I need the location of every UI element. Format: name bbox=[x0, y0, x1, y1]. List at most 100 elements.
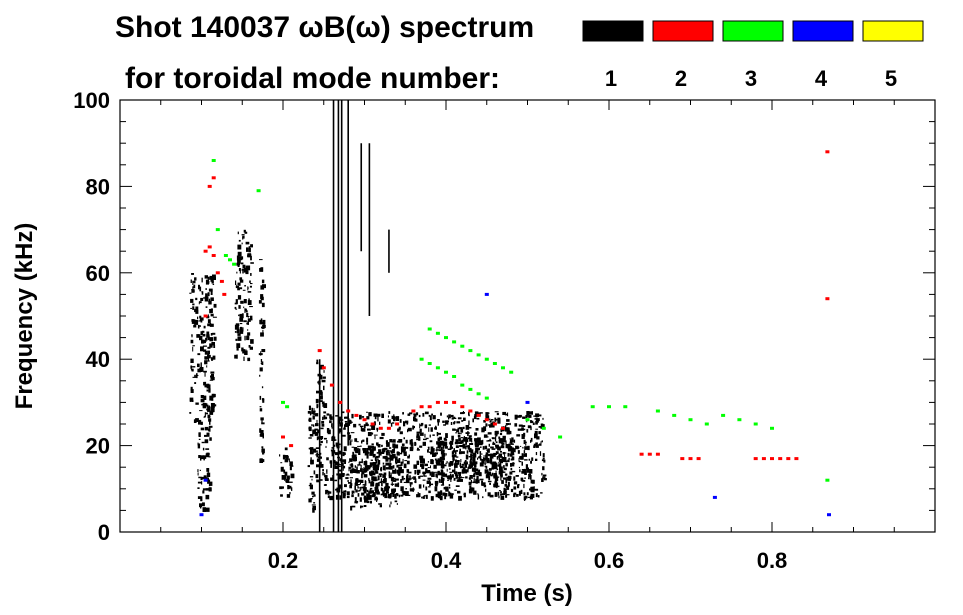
spectral-mark bbox=[524, 446, 528, 450]
spectral-mark bbox=[393, 488, 396, 492]
spectral-mark bbox=[428, 490, 431, 494]
spectral-mark bbox=[527, 413, 529, 418]
spectral-mark bbox=[208, 428, 210, 432]
spectral-mark bbox=[366, 454, 369, 459]
spectral-mark bbox=[199, 503, 202, 508]
spectral-mark bbox=[460, 476, 462, 478]
spectral-mark bbox=[391, 488, 396, 494]
spectral-mark bbox=[353, 458, 357, 462]
spectral-mark bbox=[390, 476, 394, 482]
spectral-mark bbox=[370, 481, 375, 487]
spectral-mark bbox=[458, 438, 461, 442]
spectral-mark bbox=[344, 424, 346, 429]
spectral-mark bbox=[375, 464, 380, 469]
spectral-mark bbox=[454, 441, 459, 445]
spectral-mark bbox=[519, 415, 522, 418]
spectral-mark bbox=[420, 422, 424, 426]
spectral-mark bbox=[387, 457, 391, 460]
spectral-point bbox=[825, 478, 830, 482]
spectral-mark bbox=[470, 462, 475, 466]
spectral-point bbox=[825, 150, 830, 154]
spectral-mark bbox=[213, 344, 216, 348]
spectral-mark bbox=[417, 492, 419, 495]
spectral-point bbox=[285, 405, 290, 409]
spectral-mark bbox=[378, 460, 381, 465]
spectral-mark bbox=[206, 408, 208, 411]
spectral-mark bbox=[360, 505, 362, 509]
spectral-mark bbox=[372, 453, 376, 458]
spectral-mark bbox=[237, 244, 242, 250]
spectral-mark bbox=[363, 448, 367, 453]
spectral-mark bbox=[451, 451, 455, 455]
spectral-mark bbox=[209, 275, 214, 280]
spectral-mark bbox=[542, 417, 544, 420]
spectral-mark bbox=[477, 493, 479, 495]
spectral-mark bbox=[197, 363, 200, 368]
spectral-mark bbox=[316, 450, 318, 452]
spectral-mark bbox=[369, 489, 371, 491]
spectral-mark bbox=[529, 488, 532, 491]
spectral-point bbox=[655, 409, 660, 413]
spectral-mark bbox=[374, 497, 378, 501]
spectral-mark bbox=[441, 454, 445, 459]
spectral-mark bbox=[202, 490, 205, 494]
spectral-mark bbox=[313, 408, 315, 411]
spectral-mark bbox=[338, 465, 341, 467]
spectral-mark bbox=[249, 346, 253, 350]
spectral-mark bbox=[355, 469, 358, 474]
spectral-mark bbox=[534, 430, 538, 436]
spectral-mark bbox=[536, 436, 540, 440]
spectral-mark bbox=[316, 404, 319, 408]
spectral-mark bbox=[245, 241, 250, 245]
spectral-mark bbox=[395, 478, 399, 481]
spectral-mark bbox=[262, 329, 264, 333]
spectral-mark bbox=[413, 426, 415, 429]
spectral-mark bbox=[430, 446, 434, 451]
spectral-mark bbox=[191, 334, 193, 336]
x-axis-label: Time (s) bbox=[481, 580, 573, 607]
spectral-mark bbox=[485, 461, 487, 464]
spectral-mark bbox=[425, 437, 429, 440]
spectral-mark bbox=[376, 466, 379, 471]
spectral-mark bbox=[449, 461, 454, 466]
spectral-mark bbox=[441, 452, 446, 457]
spectral-mark bbox=[448, 414, 451, 419]
spectral-mark bbox=[448, 492, 452, 496]
spectral-mark bbox=[316, 452, 319, 458]
spectral-mark bbox=[414, 470, 417, 475]
spectral-mark bbox=[237, 259, 241, 264]
spectral-mark bbox=[367, 423, 369, 427]
spectral-mark bbox=[392, 439, 396, 443]
spectral-point bbox=[623, 405, 628, 409]
spectral-mark bbox=[262, 398, 265, 403]
spectral-mark bbox=[205, 448, 210, 450]
spectral-mark bbox=[315, 398, 319, 404]
spectral-mark bbox=[477, 470, 480, 474]
spectral-mark bbox=[245, 270, 249, 275]
spectral-mark bbox=[356, 470, 360, 474]
spectral-mark bbox=[234, 302, 238, 305]
spectral-mark bbox=[246, 312, 249, 318]
spectral-mark bbox=[209, 437, 212, 441]
spectral-mark bbox=[498, 436, 501, 439]
spectral-mark bbox=[416, 469, 421, 474]
spectral-mark bbox=[207, 323, 211, 327]
y-axis-label: Frequency (kHz) bbox=[11, 223, 38, 410]
spectral-mark bbox=[324, 478, 329, 481]
spectral-mark bbox=[236, 328, 240, 334]
spectral-mark bbox=[354, 485, 356, 491]
spectral-mark bbox=[520, 455, 524, 460]
spectral-mark bbox=[366, 493, 370, 498]
spectral-mark bbox=[501, 493, 506, 495]
spectral-mark bbox=[211, 374, 214, 379]
spectral-mark bbox=[330, 463, 332, 468]
spectral-mark bbox=[191, 289, 195, 293]
spectral-mark bbox=[201, 441, 205, 444]
spectral-mark bbox=[250, 244, 253, 248]
spectral-mark bbox=[435, 460, 440, 465]
spectral-mark bbox=[284, 447, 288, 451]
spectral-mark bbox=[388, 411, 391, 414]
spectral-mark bbox=[193, 324, 197, 328]
spectral-mark bbox=[436, 446, 438, 452]
